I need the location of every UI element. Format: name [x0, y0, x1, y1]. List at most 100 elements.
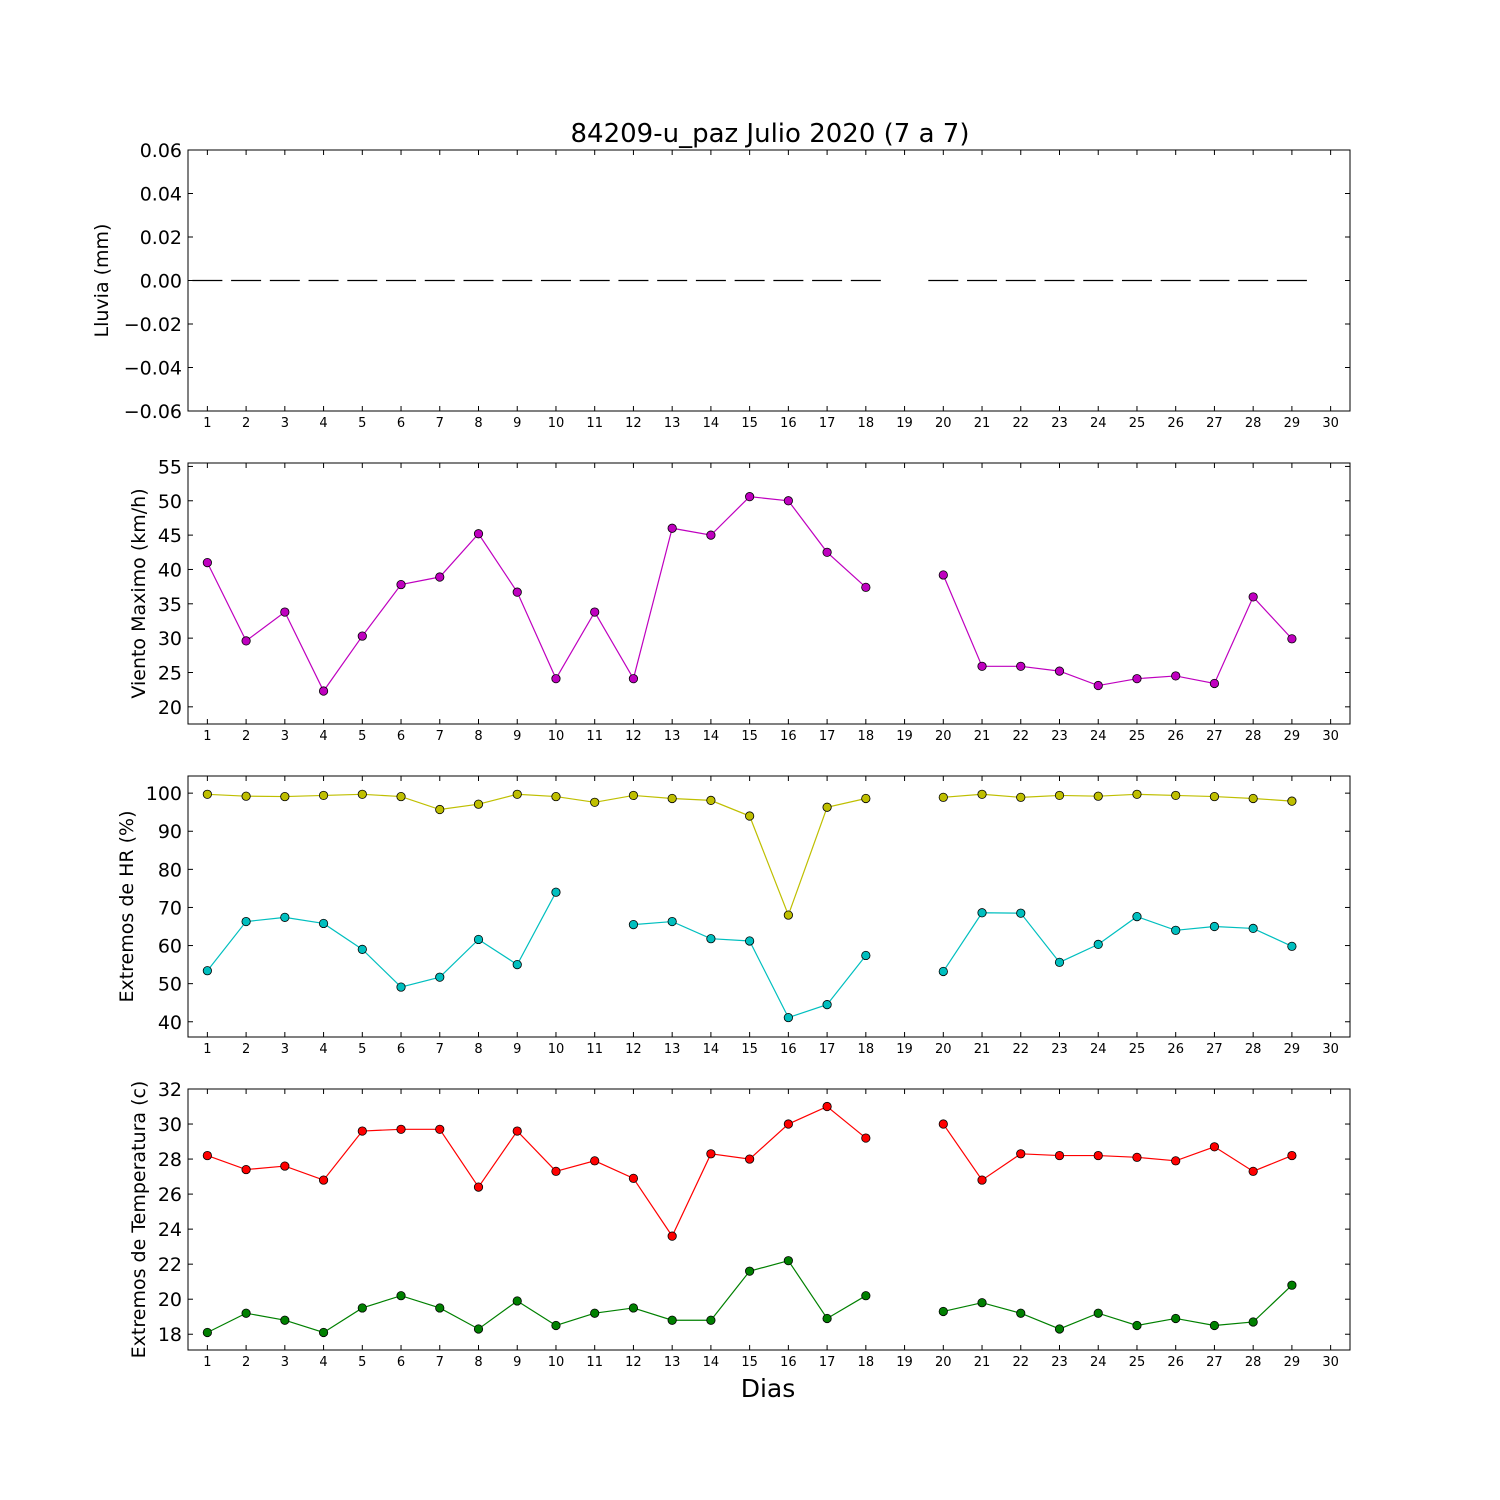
data-point [357, 944, 367, 954]
data-point [783, 1256, 793, 1266]
x-tick-label: 17 [819, 1042, 836, 1057]
y-tick-label: 24 [158, 1219, 182, 1241]
x-tick-label: 10 [548, 1042, 565, 1057]
x-tick-label: 18 [858, 729, 875, 744]
x-tick-label: 11 [586, 1355, 603, 1370]
temperature-panel: 1 2 3 4 5 6 7 8 9 10 11 12 13 14 15 16 17 18 19 20 21 22 23 24 2… [128, 1079, 1351, 1370]
data-point [977, 789, 987, 799]
x-tick-label: 10 [548, 416, 565, 431]
data-point [745, 811, 755, 821]
x-tick-label: 7 [436, 416, 444, 431]
x-tick-label: 25 [1129, 1042, 1146, 1057]
data-point [861, 1133, 871, 1143]
x-tick-label: 25 [1129, 416, 1146, 431]
x-tick-label: 20 [935, 1355, 952, 1370]
x-tick-label: 22 [1012, 416, 1029, 431]
data-point [1132, 1320, 1142, 1331]
x-tick-label: 9 [513, 729, 521, 744]
x-tick-label: 18 [858, 1042, 875, 1057]
x-tick-label: 30 [1322, 416, 1339, 431]
x-tick-label: 26 [1167, 416, 1184, 431]
data-point [1248, 1166, 1258, 1176]
x-tick-label: 9 [513, 1355, 521, 1370]
data-point [628, 790, 639, 801]
x-tick-label: 28 [1245, 1042, 1262, 1057]
x-tick-label: 8 [474, 1355, 482, 1370]
data-point [1093, 1150, 1103, 1161]
data-point [435, 572, 445, 582]
data-point [1132, 789, 1142, 799]
plot-frame [187, 462, 1351, 725]
data-point [435, 804, 445, 815]
y-tick-label: 70 [158, 897, 182, 919]
wind-panel: 1 2 3 4 5 6 7 8 9 10 11 12 13 14 15 16 17 18 19 20 21 22 23 24 2… [128, 456, 1351, 744]
x-tick-label: 23 [1051, 729, 1068, 744]
y-tick-label: 0.04 [140, 184, 182, 206]
y-tick-label: −0.06 [124, 401, 182, 423]
data-point [241, 791, 251, 801]
y-tick-label: 60 [158, 936, 182, 958]
data-point [551, 887, 561, 897]
y-tick-label: 28 [158, 1149, 182, 1171]
data-point [1209, 678, 1220, 689]
data-point [1209, 1142, 1220, 1152]
data-point [1132, 1152, 1142, 1162]
data-point [783, 1012, 793, 1023]
x-tick-label: 20 [935, 416, 952, 431]
data-point [1171, 671, 1181, 681]
data-point [667, 793, 677, 804]
y-tick-label: −0.04 [124, 358, 182, 380]
x-tick-label: 14 [703, 1042, 720, 1057]
data-point [435, 1303, 445, 1313]
data-point [938, 1306, 948, 1317]
x-tick-label: 4 [319, 1042, 327, 1057]
data-point [512, 960, 522, 970]
x-tick-label: 12 [625, 416, 642, 431]
data-point [938, 792, 948, 802]
series-line [943, 1284, 1293, 1330]
data-point [202, 1327, 212, 1338]
y-tick-label: 40 [158, 1012, 182, 1034]
data-point [512, 587, 522, 597]
x-tick-label: 22 [1012, 1355, 1029, 1370]
data-point [938, 570, 948, 580]
data-point [473, 1182, 484, 1192]
y-tick-label: 22 [158, 1254, 182, 1276]
x-tick-label: 15 [741, 1355, 758, 1370]
x-tick-label: 17 [819, 1355, 836, 1370]
data-point [977, 1175, 987, 1185]
data-point [706, 530, 716, 540]
data-point [241, 636, 251, 646]
data-point [1054, 666, 1065, 676]
y-tick-label: 25 [158, 662, 182, 684]
x-tick-label: 16 [780, 1042, 797, 1057]
x-tick-label: 3 [281, 416, 289, 431]
data-point [822, 802, 832, 812]
x-tick-label: 16 [780, 1355, 797, 1370]
data-point [1093, 939, 1103, 950]
x-tick-label: 1 [203, 1355, 211, 1370]
series-line [207, 793, 866, 917]
data-point [1248, 793, 1258, 804]
data-point [396, 982, 406, 992]
data-point [706, 1315, 716, 1325]
data-point [938, 1119, 948, 1129]
x-tick-label: 12 [625, 729, 642, 744]
x-tick-label: 27 [1206, 416, 1223, 431]
x-tick-label: 17 [819, 729, 836, 744]
y-tick-label: 50 [158, 491, 182, 513]
data-point [396, 1124, 406, 1134]
x-tick-label: 3 [281, 1355, 289, 1370]
data-point [1209, 1320, 1220, 1331]
data-point [318, 1327, 329, 1338]
y-tick-label: 32 [158, 1079, 182, 1101]
data-point [1209, 791, 1220, 802]
x-tick-label: 15 [741, 729, 758, 744]
data-point [1016, 1149, 1026, 1159]
data-point [977, 1298, 987, 1308]
series-line [942, 1123, 1293, 1181]
y-tick-label: 35 [158, 594, 182, 616]
x-tick-label: 22 [1012, 729, 1029, 744]
x-tick-label: 11 [586, 416, 603, 431]
